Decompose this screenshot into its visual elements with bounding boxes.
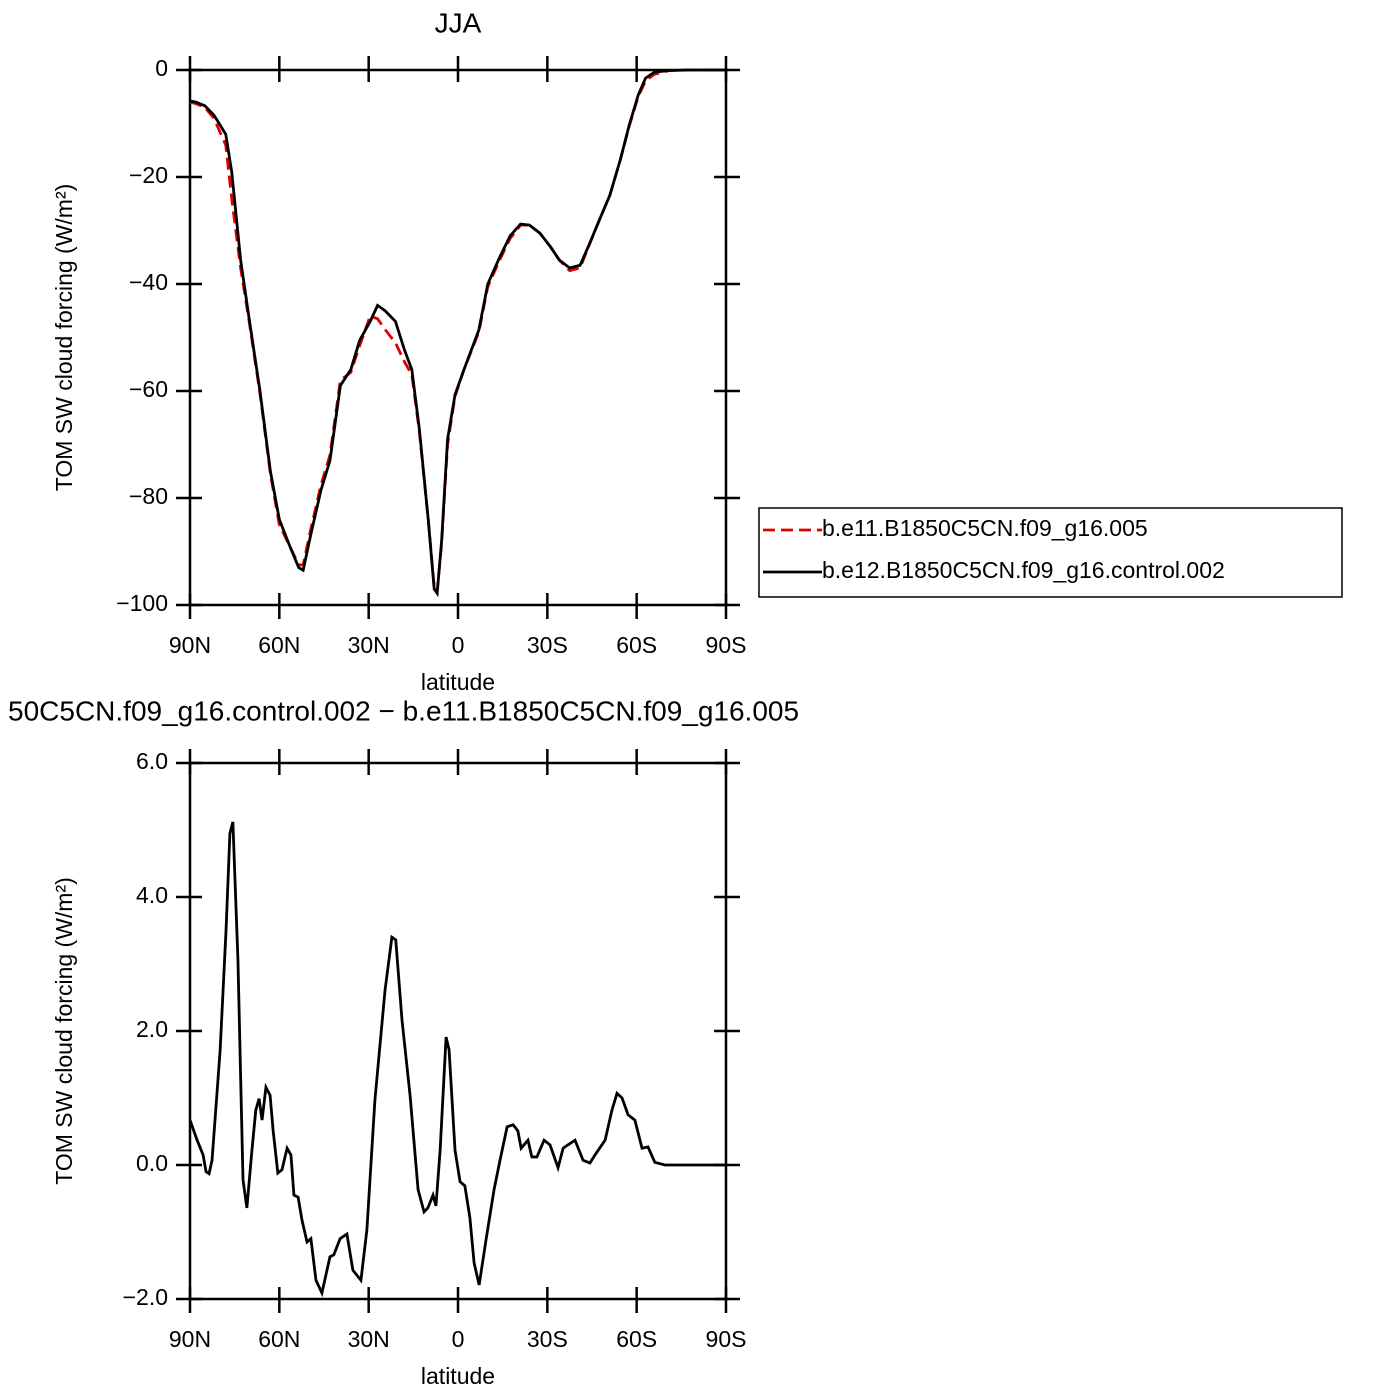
data-line — [188, 821, 726, 1298]
x-tick-label: 30N — [348, 632, 390, 658]
x-tick-label: 90N — [169, 632, 211, 658]
y-tick-label: 6.0 — [136, 748, 168, 774]
x-axis-label: latitude — [421, 1363, 495, 1389]
y-tick-label: 4.0 — [136, 882, 168, 908]
x-tick-label: 30S — [527, 1326, 568, 1352]
legend-label: b.e11.B1850C5CN.f09_g16.005 — [822, 515, 1148, 541]
x-tick-label: 30S — [527, 632, 568, 658]
chart-title: JJA — [435, 7, 482, 38]
x-tick-label: 60N — [258, 632, 300, 658]
x-tick-label: 30N — [348, 1326, 390, 1352]
y-tick-label: −20 — [129, 162, 168, 188]
x-tick-label: 60S — [616, 1326, 657, 1352]
x-tick-label: 0 — [452, 632, 465, 658]
y-tick-label: 2.0 — [136, 1016, 168, 1042]
legend-box — [758, 507, 1343, 598]
chart-title: 50C5CN.f09_g16.control.002 − b.e11.B1850… — [8, 695, 799, 726]
y-tick-label: −60 — [129, 376, 168, 402]
y-tick-label: −2.0 — [123, 1284, 168, 1310]
data-line — [189, 68, 726, 598]
plot-frame — [188, 68, 728, 607]
y-axis-label: TOM SW cloud forcing (W/m²) — [51, 184, 77, 492]
x-tick-label: 90S — [706, 632, 747, 658]
x-tick-label: 60S — [616, 632, 657, 658]
y-tick-label: 0.0 — [136, 1150, 168, 1176]
x-tick-label: 60N — [258, 1326, 300, 1352]
y-tick-label: 0 — [155, 55, 168, 81]
legend-label: b.e12.B1850C5CN.f09_g16.control.002 — [822, 557, 1225, 583]
data-line — [189, 68, 726, 597]
x-tick-label: 90S — [706, 1326, 747, 1352]
plot-frame — [188, 761, 728, 1301]
y-tick-label: −80 — [129, 483, 168, 509]
x-tick-label: 0 — [452, 1326, 465, 1352]
y-tick-label: −100 — [116, 590, 168, 616]
y-axis-label: TOM SW cloud forcing (W/m²) — [51, 877, 77, 1185]
y-tick-label: −40 — [129, 269, 168, 295]
x-axis-label: latitude — [421, 669, 495, 695]
x-tick-label: 90N — [169, 1326, 211, 1352]
